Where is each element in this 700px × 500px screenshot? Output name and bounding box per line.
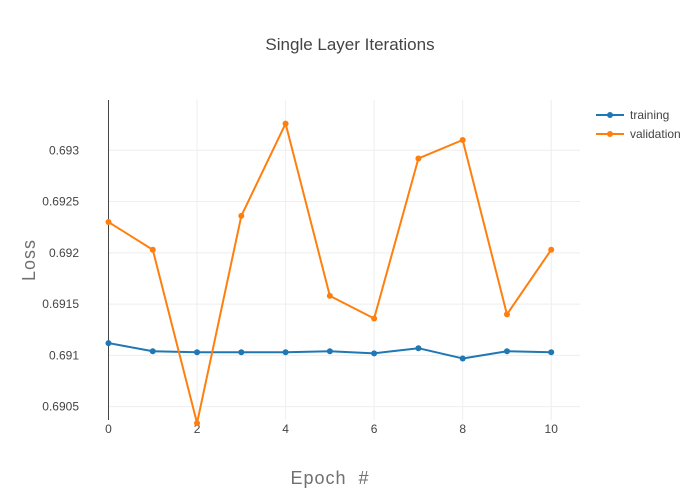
series-training [105,340,555,362]
series [105,120,555,427]
validation-point [105,219,112,226]
legend-label: validation [630,127,681,141]
validation-point [326,292,333,299]
training-point [282,349,289,356]
validation-point [371,315,378,322]
validation-point [415,155,422,162]
x-axis-title: Epoch # [290,468,369,488]
series-validation [105,120,555,427]
validation-point [238,212,245,219]
y-tick-label: 0.6905 [42,400,79,414]
x-tick-label: 0 [105,422,112,436]
legend-swatch-marker [607,131,613,137]
training-point [105,340,112,347]
training-point [548,349,555,356]
validation-point [548,246,555,253]
validation-point [282,120,289,127]
legend-swatch-marker [607,112,613,118]
validation-point [149,246,156,253]
y-axis-title: Loss [19,239,39,281]
training-point [503,348,510,355]
legend[interactable]: training validation [596,108,681,141]
validation-point [194,420,201,427]
training-point [238,349,245,356]
training-point [371,350,378,357]
legend-item-training[interactable]: training [596,108,669,122]
y-tick-label: 0.693 [49,143,79,157]
x-tick-label: 4 [282,422,289,436]
legend-label: training [630,108,669,122]
x-tick-label: 6 [371,422,378,436]
training-point [415,345,422,352]
validation-point [459,137,466,143]
y-axis-ticks: 0.6905 0.691 0.6915 0.692 0.6925 0.693 [42,143,79,413]
validation-line [107,122,553,425]
training-point [194,349,201,356]
training-point [459,355,466,362]
x-tick-label: 2 [194,422,201,436]
y-tick-label: 0.691 [49,348,79,362]
legend-item-validation[interactable]: validation [596,127,681,141]
training-point [326,348,333,355]
x-axis-ticks: 0 2 4 6 8 10 [105,422,558,436]
x-tick-label: 10 [545,422,559,436]
training-point [149,348,156,355]
chart-title: Single Layer Iterations [265,35,434,54]
x-tick-label: 8 [459,422,466,436]
y-tick-label: 0.6925 [42,195,79,209]
grid [108,100,580,420]
validation-point [503,311,510,318]
y-tick-label: 0.6915 [42,297,79,311]
y-tick-label: 0.692 [49,246,79,260]
